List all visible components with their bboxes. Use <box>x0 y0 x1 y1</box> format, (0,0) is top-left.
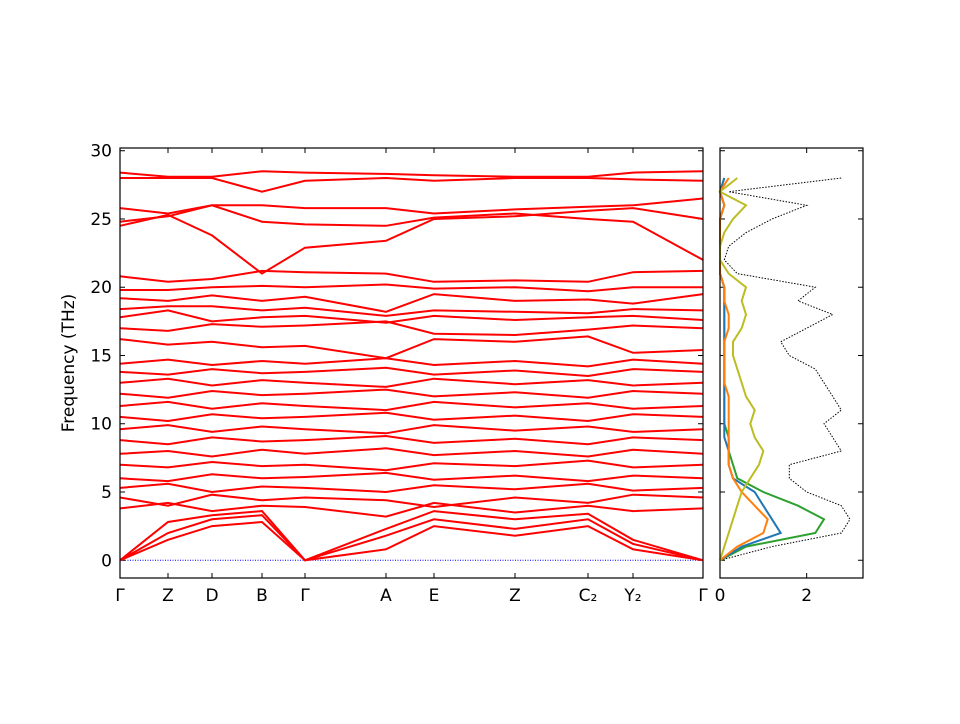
x-tick-label: Y₂ <box>623 586 641 606</box>
band <box>119 482 704 494</box>
y-tick-label: 5 <box>101 483 112 503</box>
band <box>119 459 704 472</box>
band <box>120 283 703 293</box>
x-tick-label: D <box>205 586 218 606</box>
band <box>119 434 704 446</box>
band <box>119 424 704 435</box>
band <box>119 471 704 483</box>
band <box>119 411 704 423</box>
plot-frame <box>719 147 864 579</box>
band <box>119 335 704 360</box>
band <box>119 366 704 378</box>
band <box>119 269 704 283</box>
x-tick-label: Z <box>162 586 174 606</box>
band <box>119 207 704 275</box>
band <box>119 377 704 388</box>
band <box>119 357 704 368</box>
x-tick-label: A <box>380 586 392 606</box>
band <box>119 501 704 518</box>
band <box>119 197 704 215</box>
x-tick-label: E <box>429 586 440 606</box>
y-tick-label: 25 <box>90 210 112 230</box>
band <box>119 388 704 399</box>
x-tick-label: Z <box>509 586 521 606</box>
band <box>119 510 704 562</box>
y-tick-label: 0 <box>101 551 112 571</box>
dos-curve <box>719 177 851 561</box>
band <box>119 293 704 313</box>
dos-curve <box>718 177 826 562</box>
band <box>119 400 704 412</box>
band <box>119 305 704 317</box>
x-tick-label: Γ <box>300 586 310 606</box>
band <box>119 309 704 324</box>
band <box>119 514 704 562</box>
x-tick-label: Γ <box>698 586 708 606</box>
x-tick-label: 2 <box>801 586 812 606</box>
plot-frame <box>119 147 704 579</box>
x-tick-label: Γ <box>115 586 125 606</box>
dos-curve <box>718 177 765 561</box>
y-tick-label: 20 <box>90 278 112 298</box>
x-tick-label: B <box>256 586 268 606</box>
y-tick-label: 30 <box>90 142 112 162</box>
band <box>120 176 704 193</box>
band <box>119 170 704 178</box>
band <box>119 447 704 458</box>
y-tick-label: 15 <box>90 346 112 366</box>
x-tick-label: C₂ <box>579 586 598 606</box>
y-tick-label: 10 <box>90 415 112 435</box>
band <box>119 320 704 337</box>
band <box>119 520 704 562</box>
x-tick-label: 0 <box>715 586 726 606</box>
band <box>119 493 704 509</box>
y-axis-label: Frequency (THz) <box>59 294 79 433</box>
dos-curve <box>718 177 783 562</box>
